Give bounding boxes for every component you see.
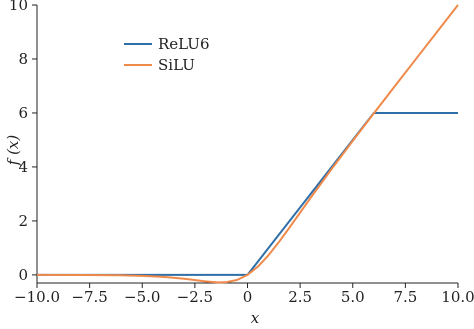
x-tick-label: −5.0: [124, 288, 160, 306]
x-tick-label: −2.5: [177, 288, 213, 306]
y-tick-label: 8: [18, 50, 28, 68]
legend-label-silu: SiLU: [158, 56, 195, 74]
y-tick-label: 2: [18, 212, 28, 230]
y-tick-label: 0: [18, 266, 28, 284]
series-line-silu: [36, 4, 459, 284]
y-axis-ticks: 0 2 4 6 8 10: [9, 0, 37, 284]
x-tick-label: −10.0: [14, 288, 60, 306]
x-tick-label: 2.5: [288, 288, 312, 306]
plot-area: −10.0 −7.5 −5.0 −2.5 0 2.5 5.0 7.5 10.0 0 2 4 6 8 10: [9, 0, 474, 306]
x-tick-label: 10.0: [441, 288, 474, 306]
y-tick-label: 6: [18, 104, 28, 122]
x-tick-label: 5.0: [341, 288, 365, 306]
x-tick-label: 7.5: [393, 288, 417, 306]
legend: ReLU6 SiLU: [124, 35, 210, 74]
x-axis-title: x: [251, 309, 260, 327]
y-axis-title: f (x): [4, 135, 22, 167]
x-axis-ticks: −10.0 −7.5 −5.0 −2.5 0 2.5 5.0 7.5 10.0: [14, 283, 474, 306]
y-tick-label: 4: [18, 158, 28, 176]
y-tick-label: 10: [9, 0, 28, 14]
legend-label-relu6: ReLU6: [158, 35, 210, 53]
series-layer: [36, 4, 459, 284]
x-tick-label: 0: [243, 288, 253, 306]
series-line-relu6: [37, 111, 458, 276]
x-tick-label: −7.5: [71, 288, 107, 306]
